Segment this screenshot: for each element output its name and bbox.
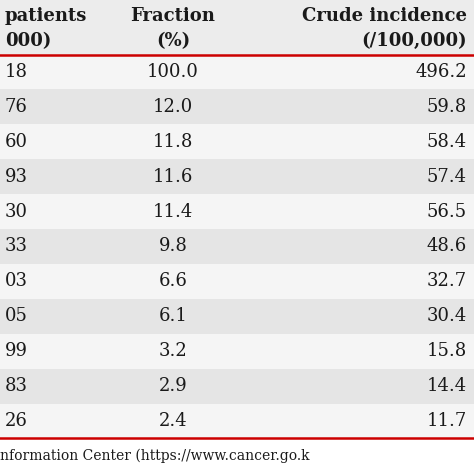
Bar	[0, 403, 474, 438]
Bar	[0, 90, 474, 124]
Text: nformation Center (https://www.cancer.go.k: nformation Center (https://www.cancer.go…	[0, 449, 310, 464]
Text: 30.4: 30.4	[427, 307, 467, 325]
Text: 11.8: 11.8	[153, 133, 193, 151]
Text: 15.8: 15.8	[427, 342, 467, 360]
Text: Fraction: Fraction	[130, 8, 216, 25]
Text: 000): 000)	[5, 32, 51, 50]
Text: 12.0: 12.0	[153, 98, 193, 116]
Text: 59.8: 59.8	[427, 98, 467, 116]
Text: patients: patients	[5, 8, 87, 25]
Text: 32.7: 32.7	[427, 273, 467, 291]
Text: 11.6: 11.6	[153, 168, 193, 186]
Text: 33: 33	[5, 237, 28, 255]
Text: 58.4: 58.4	[427, 133, 467, 151]
Text: 9.8: 9.8	[159, 237, 187, 255]
Text: 26: 26	[5, 412, 27, 430]
Text: 76: 76	[5, 98, 27, 116]
Text: 100.0: 100.0	[147, 63, 199, 81]
Bar	[0, 299, 474, 334]
Text: 6.1: 6.1	[159, 307, 187, 325]
Text: 2.4: 2.4	[159, 412, 187, 430]
Text: 6.6: 6.6	[159, 273, 187, 291]
Text: 99: 99	[5, 342, 28, 360]
Text: 93: 93	[5, 168, 28, 186]
Bar	[0, 194, 474, 229]
Text: 18: 18	[5, 63, 28, 81]
Text: 14.4: 14.4	[427, 377, 467, 395]
Text: 2.9: 2.9	[159, 377, 187, 395]
Bar	[0, 0, 474, 55]
Text: 3.2: 3.2	[159, 342, 187, 360]
Bar	[0, 334, 474, 369]
Text: 83: 83	[5, 377, 28, 395]
Text: (/100,000): (/100,000)	[361, 32, 467, 50]
Text: 60: 60	[5, 133, 28, 151]
Bar	[0, 124, 474, 159]
Bar	[0, 159, 474, 194]
Text: 11.7: 11.7	[427, 412, 467, 430]
Bar	[0, 369, 474, 403]
Text: 05: 05	[5, 307, 27, 325]
Bar	[0, 55, 474, 90]
Text: 56.5: 56.5	[427, 202, 467, 220]
Bar	[0, 438, 474, 474]
Text: 48.6: 48.6	[427, 237, 467, 255]
Bar	[0, 264, 474, 299]
Text: 11.4: 11.4	[153, 202, 193, 220]
Text: Crude incidence: Crude incidence	[302, 8, 467, 25]
Text: 496.2: 496.2	[415, 63, 467, 81]
Text: 57.4: 57.4	[427, 168, 467, 186]
Bar	[0, 229, 474, 264]
Text: (%): (%)	[156, 32, 190, 50]
Text: 03: 03	[5, 273, 28, 291]
Text: 30: 30	[5, 202, 28, 220]
